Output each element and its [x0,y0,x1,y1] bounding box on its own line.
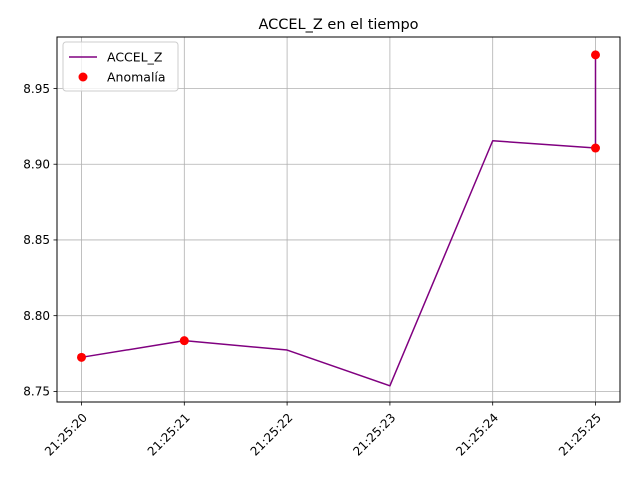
anomaly-point [77,352,86,362]
chart-title: ACCEL_Z en el tiempo [258,17,418,33]
series-layer [77,50,600,387]
legend-label: ACCEL_Z [107,50,162,65]
y-tick-label: 8.95 [23,82,50,96]
grid-lines [57,37,620,402]
legend-label: Anomalía [107,70,166,85]
legend-box [62,41,179,92]
y-tick-label: 8.80 [23,309,50,323]
legend: ACCEL_Z Anomalía [62,41,179,92]
anomaly-point [591,50,600,60]
y-tick-label: 8.75 [23,385,50,399]
plot-frame [56,36,621,403]
y-tick-label: 8.85 [23,233,50,247]
anomaly-point [179,336,189,346]
anomaly-point [591,143,600,153]
legend-marker-swatch [78,72,88,82]
y-tick-label: 8.90 [23,158,50,172]
